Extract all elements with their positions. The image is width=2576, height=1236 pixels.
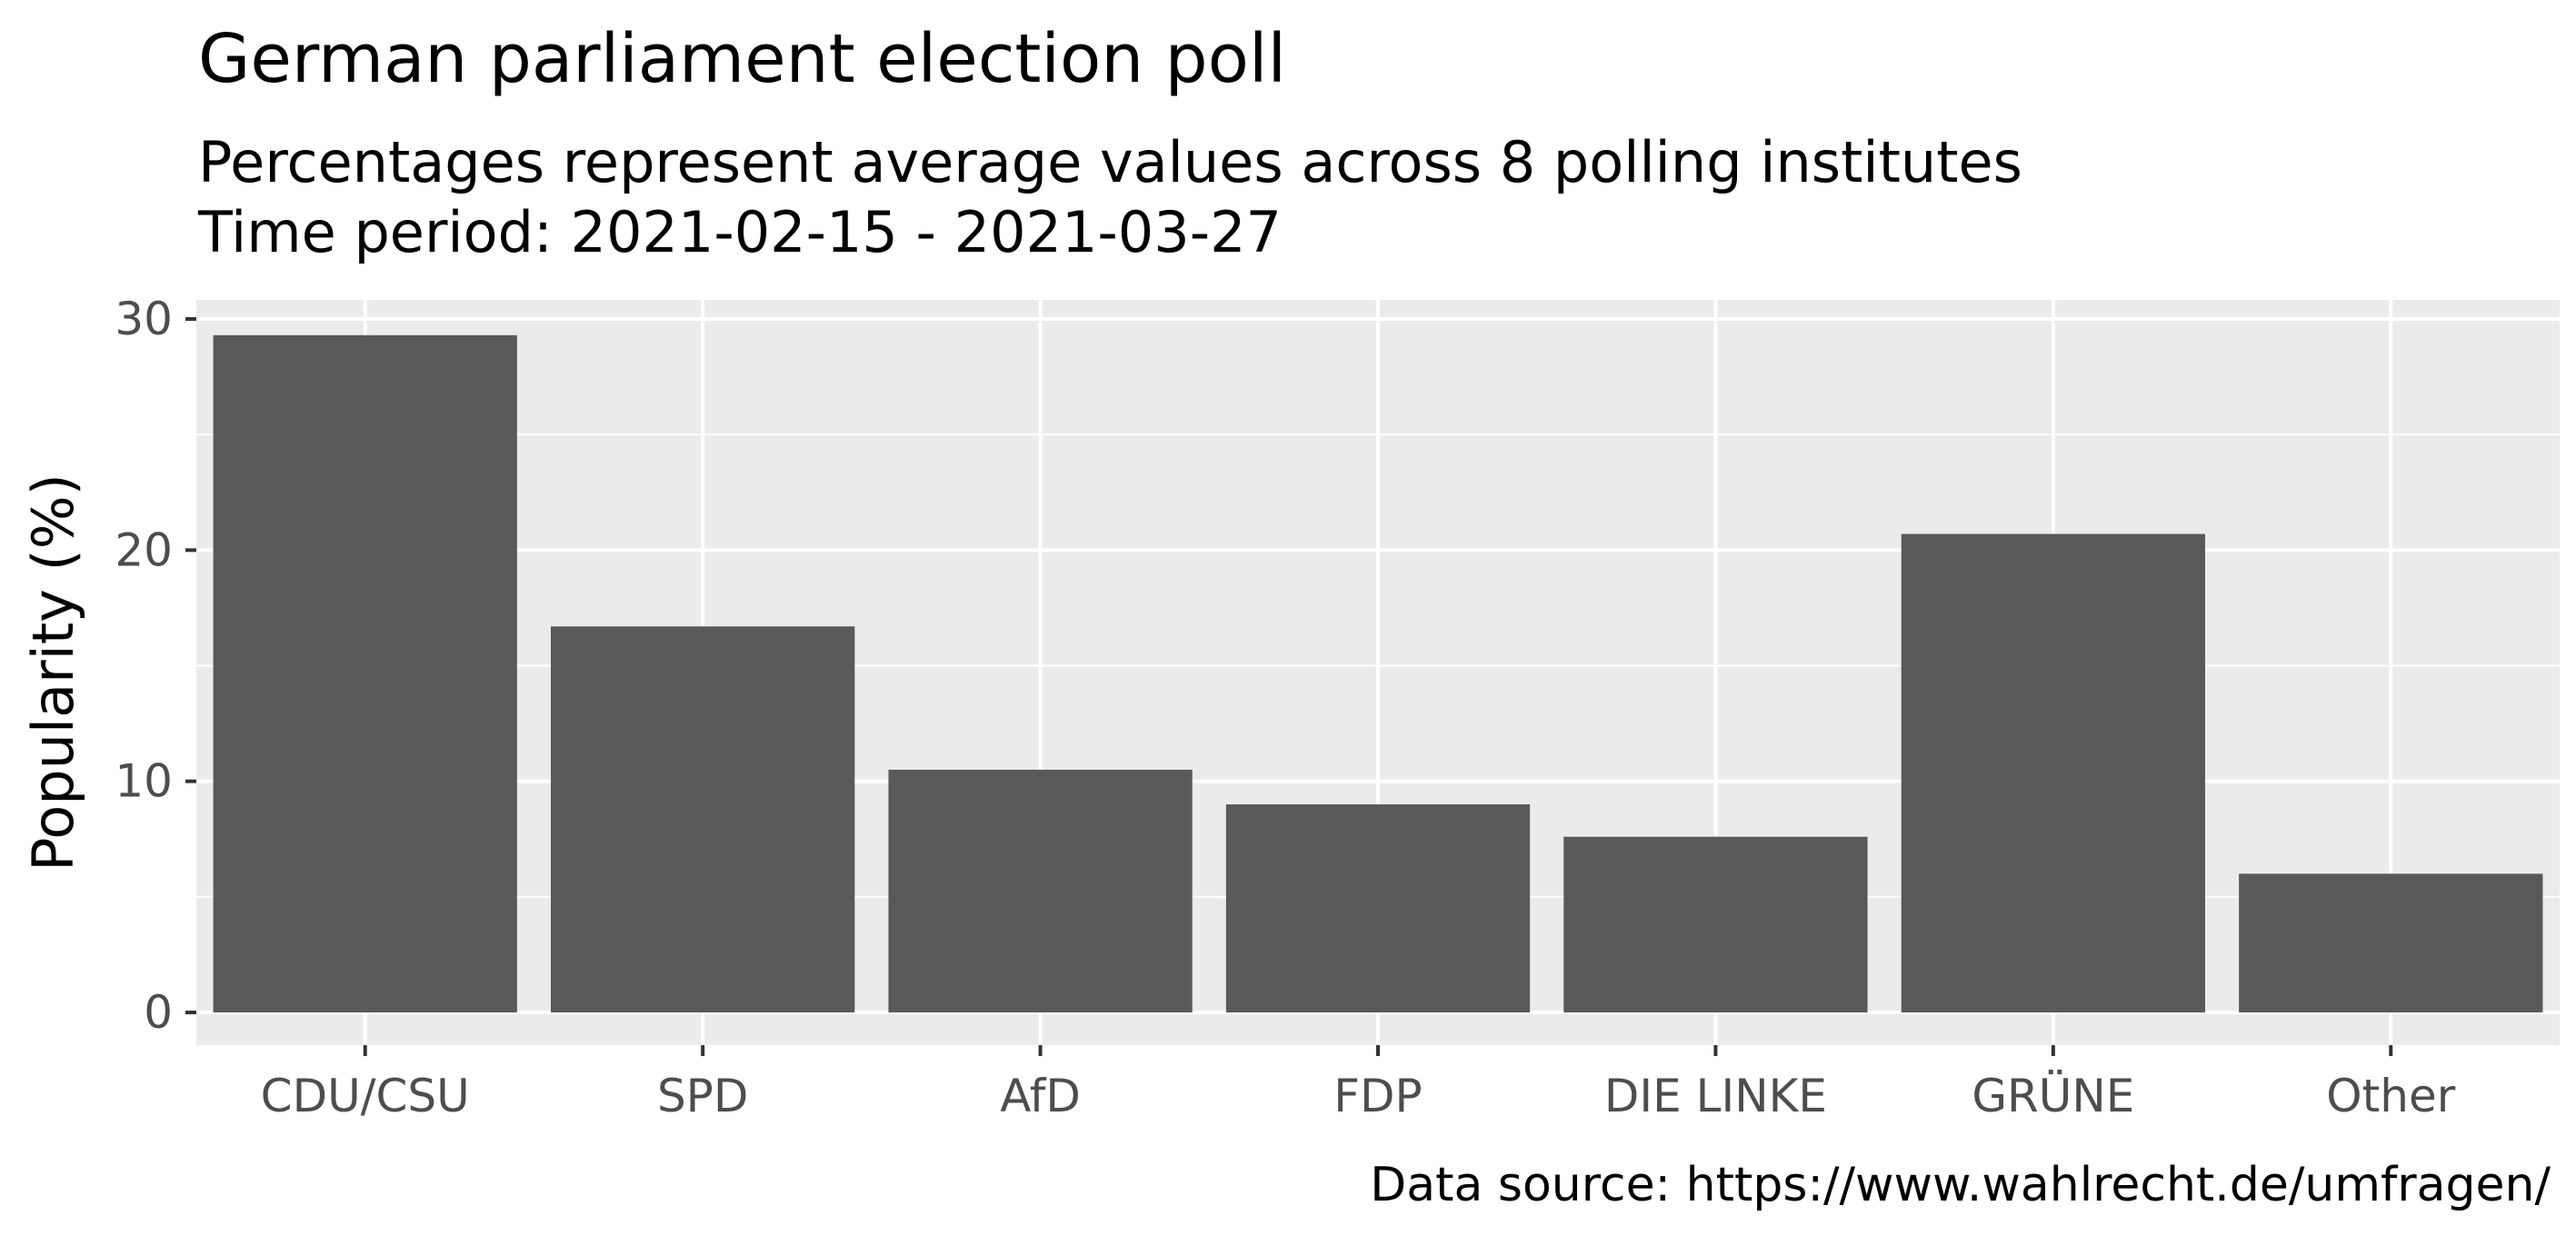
x-axis: CDU/CSU SPD AfD FDP DIE LINKE GRÜNE Other: [261, 1045, 2456, 1122]
bar-other: [2239, 873, 2543, 1012]
bar-cdu-csu: [213, 334, 517, 1012]
y-tick-label: 20: [115, 523, 173, 576]
chart-subtitle-line-1: Percentages represent average values acr…: [198, 129, 2022, 195]
x-tick-label: Other: [2326, 1070, 2455, 1122]
x-tick-label: FDP: [1333, 1070, 1422, 1122]
chart-subtitle-line-2: Time period: 2021-02-15 - 2021-03-27: [197, 199, 1282, 265]
bar-gr-ne: [1901, 533, 2205, 1012]
y-tick-label: 30: [115, 293, 173, 345]
bar-afd: [888, 769, 1193, 1012]
chart-caption: Data source: https://www.wahlrecht.de/um…: [1370, 1158, 2551, 1212]
bar-die-linke: [1563, 836, 1868, 1012]
y-tick-label: 10: [115, 755, 173, 808]
bar-spd: [551, 626, 855, 1012]
x-tick-label: CDU/CSU: [261, 1070, 470, 1122]
bar-fdp: [1225, 804, 1531, 1012]
y-axis-title: Popularity (%): [20, 473, 86, 872]
x-tick-label: SPD: [657, 1070, 748, 1122]
x-tick-label: GRÜNE: [1972, 1070, 2134, 1122]
chart-title: German parliament election poll: [198, 20, 1286, 98]
x-tick-label: AfD: [1000, 1070, 1081, 1122]
x-tick-label: DIE LINKE: [1604, 1070, 1827, 1122]
bars: [213, 334, 2543, 1012]
y-tick-label: 0: [144, 986, 173, 1039]
y-axis: 0 10 20 30: [115, 293, 196, 1039]
